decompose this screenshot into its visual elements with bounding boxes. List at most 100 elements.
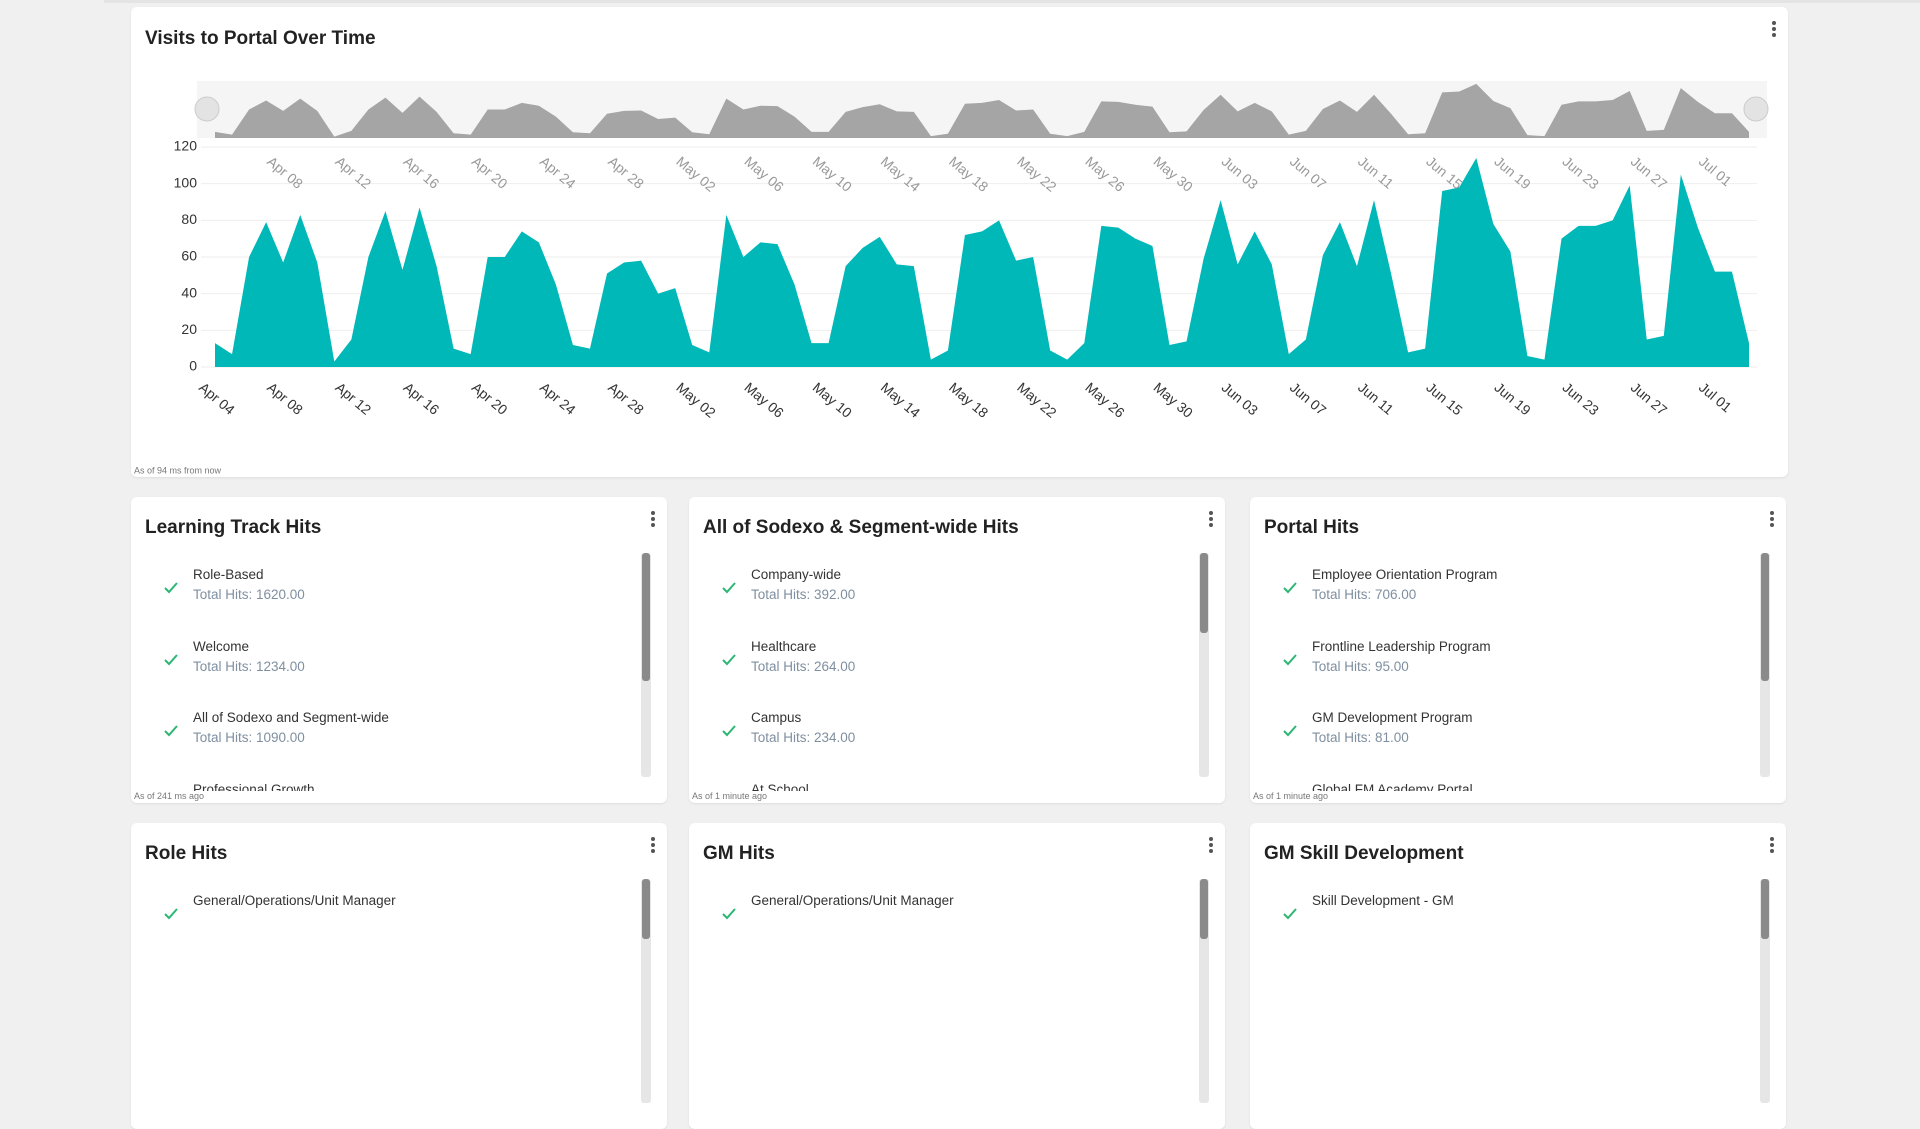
item-name: At School: [751, 781, 809, 792]
scrollbar-thumb[interactable]: [1200, 879, 1208, 939]
chart-title: Visits to Portal Over Time: [145, 28, 376, 49]
navigator-tick-label: Jun 15: [1423, 153, 1466, 192]
panel-footer: As of 1 minute ago: [1253, 791, 1329, 801]
x-tick-label: May 22: [1014, 379, 1060, 421]
panel-title: GM Skill Development: [1264, 843, 1464, 864]
navigator-tick-label: May 02: [673, 153, 719, 195]
scrollbar-thumb[interactable]: [642, 879, 650, 939]
y-tick-label: 20: [181, 321, 197, 337]
chart: Visits to Portal Over Time As of 94 ms f…: [134, 28, 1769, 475]
navigator-tick-label: May 14: [878, 153, 924, 195]
navigator-tick-label: Apr 12: [332, 153, 374, 192]
x-tick-label: May 14: [878, 379, 924, 421]
panel-title: All of Sodexo & Segment-wide Hits: [703, 517, 1019, 538]
item-name: General/Operations/Unit Manager: [751, 893, 954, 908]
x-tick-label: Apr 28: [605, 379, 647, 418]
panel-title: Learning Track Hits: [145, 517, 322, 538]
item-total: Total Hits: 706.00: [1312, 587, 1417, 602]
navigator-handle[interactable]: [194, 96, 220, 122]
list-item[interactable]: At School: [689, 782, 1184, 792]
x-tick-label: Jun 19: [1491, 379, 1534, 418]
item-list: Company-wide Total Hits: 392.00 Healthcare…: [689, 551, 1184, 791]
x-tick-label: May 10: [810, 379, 856, 421]
x-tick-label: Jun 27: [1628, 379, 1671, 418]
card-menu[interactable]: [1765, 509, 1779, 531]
check-mark: [164, 582, 178, 594]
check-mark: [722, 725, 736, 737]
list-item[interactable]: All of Sodexo and Segment-wide Total Hits…: [131, 710, 626, 770]
scrollbar-track: [1760, 879, 1770, 1103]
check-icon: [1283, 653, 1297, 665]
y-tick-label: 40: [181, 284, 197, 300]
check-icon: [722, 582, 736, 594]
item-list: General/Operations/Unit Manager: [131, 877, 626, 1117]
list-item[interactable]: Role-Based Total Hits: 1620.00: [131, 567, 626, 627]
panel-title: GM Hits: [703, 843, 775, 864]
card-menu[interactable]: [1767, 19, 1781, 41]
card-menu[interactable]: [1204, 835, 1218, 857]
scrollbar-thumb[interactable]: [642, 553, 650, 681]
check-icon: [164, 582, 178, 594]
x-tick-label: May 26: [1082, 379, 1128, 421]
item-list: Role-Based Total Hits: 1620.00 Welcome Tota…: [131, 551, 626, 791]
list-item[interactable]: General/Operations/Unit Manager: [689, 893, 1184, 953]
list-item[interactable]: Skill Development - GM: [1250, 893, 1745, 953]
scrollbar-thumb[interactable]: [1200, 553, 1208, 633]
panel-card: Role Hits General/Operations/Unit Manager: [131, 823, 667, 1129]
check-icon: [1283, 908, 1297, 920]
panel-footer: As of 241 ms ago: [134, 791, 205, 801]
navigator-tick-label: May 06: [741, 153, 787, 195]
check-icon: [722, 653, 736, 665]
top-strip: [104, 0, 1920, 3]
scrollbar-thumb[interactable]: [1761, 879, 1769, 939]
x-tick-label: Apr 08: [264, 379, 306, 418]
x-tick-label: Apr 04: [196, 379, 238, 418]
x-tick-label: May 30: [1151, 379, 1197, 421]
item-name: Company-wide: [751, 567, 842, 582]
list-item[interactable]: General/Operations/Unit Manager: [131, 893, 626, 953]
navigator-tick-label: May 30: [1151, 153, 1197, 195]
panel-card: Learning Track Hits Role-Based Total Hits:…: [131, 497, 667, 803]
card-menu[interactable]: [646, 835, 660, 857]
x-tick-label: Jun 23: [1560, 379, 1603, 418]
x-tick-label: Jun 15: [1423, 379, 1466, 418]
check-mark: [1283, 908, 1297, 920]
navigator-handle[interactable]: [1743, 96, 1769, 122]
check-icon: [722, 725, 736, 737]
item-name: Global FM Academy Portal: [1312, 781, 1473, 792]
item-total: Total Hits: 392.00: [751, 587, 856, 602]
list-item[interactable]: Frontline Leadership Program Total Hits: …: [1250, 639, 1745, 699]
list-item[interactable]: Company-wide Total Hits: 392.00: [689, 567, 1184, 627]
check-icon: [722, 908, 736, 920]
item-name: Healthcare: [751, 638, 817, 654]
check-mark: [1283, 582, 1297, 594]
x-tick-label: Apr 20: [469, 379, 511, 418]
scrollbar-track: [1760, 553, 1770, 777]
card-menu[interactable]: [1204, 509, 1218, 531]
x-tick-label: Jun 07: [1287, 379, 1330, 418]
scrollbar-thumb[interactable]: [1761, 553, 1769, 681]
list-item[interactable]: Welcome Total Hits: 1234.00: [131, 639, 626, 699]
list-item[interactable]: Global FM Academy Portal: [1250, 782, 1745, 792]
check-mark: [164, 653, 178, 665]
item-total: Total Hits: 1234.00: [193, 658, 305, 674]
x-tick-label: Jun 11: [1355, 379, 1397, 418]
list-item[interactable]: GM Development Program Total Hits: 81.00: [1250, 710, 1745, 770]
list-item[interactable]: Healthcare Total Hits: 264.00: [689, 639, 1184, 699]
navigator-tick-label: Jun 19: [1491, 153, 1534, 192]
list-item[interactable]: Employee Orientation Program Total Hits: …: [1250, 567, 1745, 627]
check-icon: [1283, 725, 1297, 737]
y-tick-label: 120: [174, 138, 198, 154]
check-mark: [164, 725, 178, 737]
navigator-tick-label: Apr 24: [537, 153, 579, 192]
card-menu[interactable]: [1765, 835, 1779, 857]
check-icon: [164, 725, 178, 737]
check-icon: [164, 653, 178, 665]
list-item[interactable]: Campus Total Hits: 234.00: [689, 710, 1184, 770]
card-menu[interactable]: [646, 509, 660, 531]
area: [215, 158, 1749, 367]
navigator-tick-label: Apr 28: [605, 153, 647, 192]
check-mark: [722, 582, 736, 594]
x-tick-label: May 06: [741, 379, 787, 421]
list-item[interactable]: Professional Growth: [131, 782, 626, 792]
